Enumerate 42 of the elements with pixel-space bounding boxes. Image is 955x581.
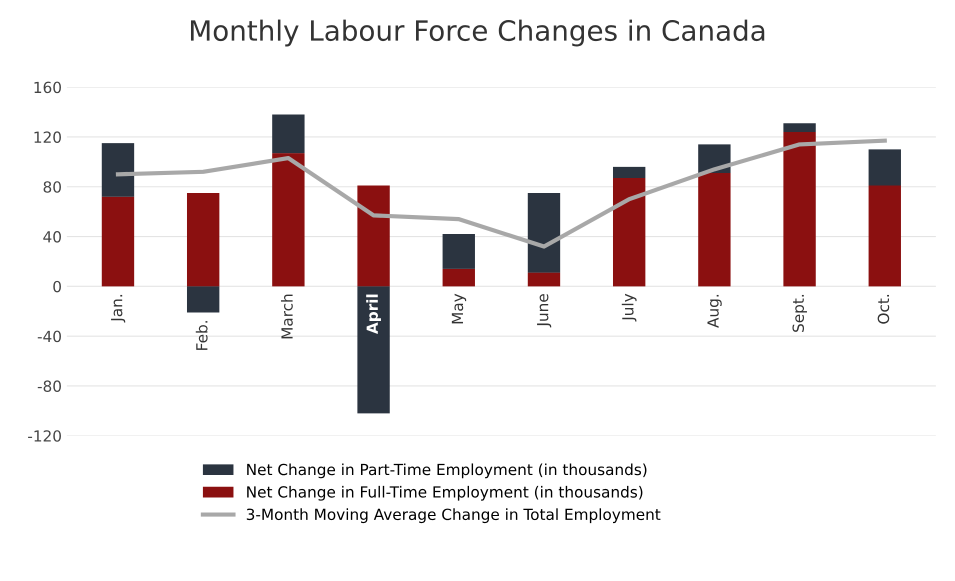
y-tick-label: 40 [43,231,61,243]
y-tick-label: 80 [44,181,61,193]
bar [102,196,134,286]
bar [528,272,560,286]
y-tick-label: 160 [34,82,61,94]
bar [612,166,646,178]
line-series [116,138,887,249]
y-tick-label: 120 [34,131,61,143]
y-tick-label: -80 [38,380,61,392]
bar [783,123,816,132]
y-tick-label: 0 [53,280,61,292]
y-tick-label: -40 [38,330,61,342]
chart-title: Monthly Labour Force Changes in Canada [190,20,764,46]
bar [612,178,646,286]
bar [528,192,560,273]
bar [357,286,390,414]
bar [442,234,475,269]
x-tick-label: July [622,294,637,322]
x-tick-label: Oct. [878,294,890,324]
x-tick-label: May [452,294,466,324]
x-tick-label: March [280,294,293,338]
legend-label: Net Change in Part-Time Employment (in thousands) [247,463,646,478]
bar [783,132,816,286]
x-tick-label: Jan. [111,294,126,322]
legend-label: Net Change in Full-Time Employment (in thousands) [247,486,642,501]
bar [272,153,305,286]
bar [442,268,475,286]
x-tick-label: April [366,294,381,334]
bar [102,143,134,197]
legend-label: 3-Month Moving Average Change in Total Employment [246,508,660,524]
bar [868,149,901,186]
bar [357,186,390,286]
x-tick-label: Feb. [196,321,208,350]
bar [868,186,901,286]
bar [186,286,220,312]
bar [186,192,220,286]
bar [272,114,305,154]
x-tick-label: Sept. [792,294,807,332]
x-tick-label: June [537,294,552,328]
x-tick-label: Aug. [707,294,722,328]
bar [698,173,731,286]
y-tick-label: -120 [28,430,61,442]
